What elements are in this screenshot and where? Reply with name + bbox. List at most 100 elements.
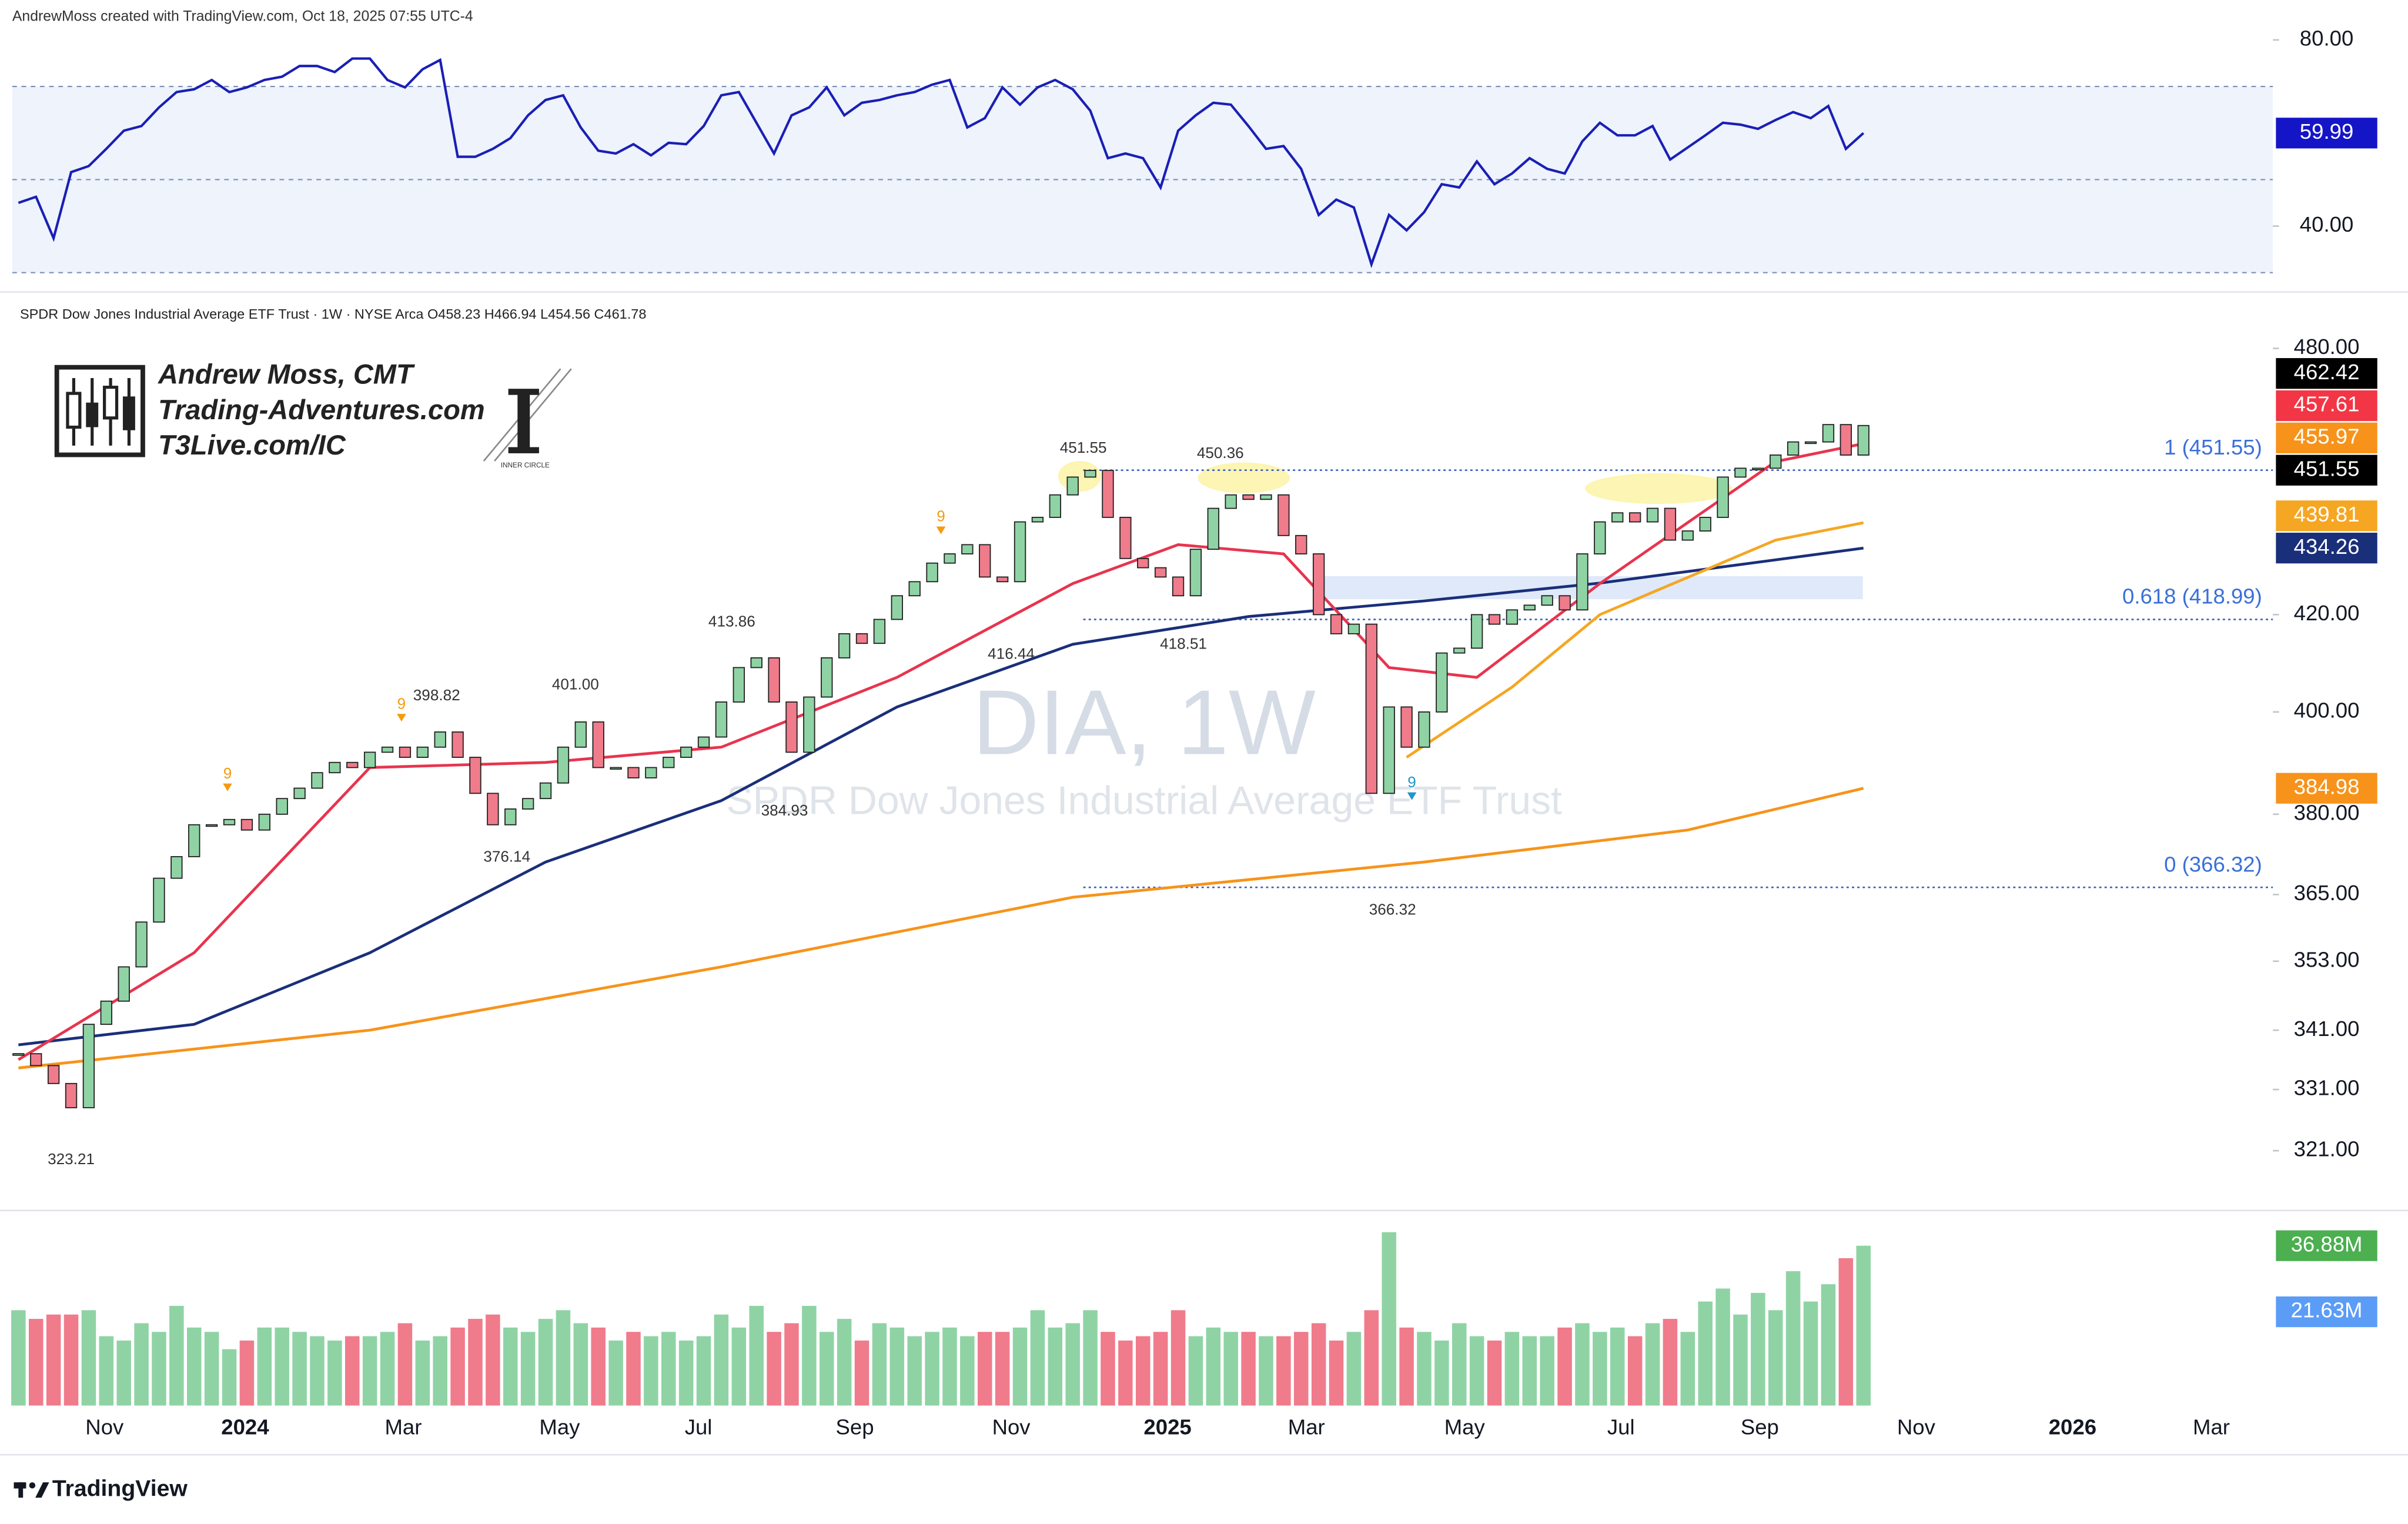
candle xyxy=(680,746,693,758)
candle xyxy=(1857,425,1869,456)
price-label-bg xyxy=(2276,358,2377,389)
candle xyxy=(293,787,306,800)
candle xyxy=(1119,517,1132,559)
td-count: 9 xyxy=(223,764,232,782)
candle xyxy=(1066,476,1079,496)
volume-bar xyxy=(1838,1258,1854,1406)
candle xyxy=(1277,494,1290,536)
volume-bar xyxy=(1399,1327,1414,1406)
volume-bar xyxy=(1575,1323,1590,1406)
volume-bar xyxy=(1382,1232,1396,1406)
candle xyxy=(223,818,236,825)
price-annotation: 323.21 xyxy=(48,1150,95,1168)
price-annotation: 366.32 xyxy=(1369,900,1416,918)
volume-bar xyxy=(1346,1332,1362,1406)
volume-bar xyxy=(99,1336,114,1406)
candle xyxy=(1523,604,1536,611)
x-tick-label: May xyxy=(1444,1415,1486,1439)
candle xyxy=(627,767,640,778)
symbol-title: SPDR Dow Jones Industrial Average ETF Tr… xyxy=(20,306,646,322)
footer-brand: TradingView xyxy=(52,1476,188,1502)
fib-label: 0 (366.32) xyxy=(2164,852,2262,876)
volume-bar xyxy=(239,1340,255,1406)
candle xyxy=(697,736,710,748)
x-tick-label: Mar xyxy=(1288,1415,1325,1439)
candle xyxy=(1014,521,1026,583)
volume-bar xyxy=(573,1323,588,1406)
volume-bar xyxy=(1206,1327,1221,1406)
candle xyxy=(276,798,288,815)
candle xyxy=(1102,470,1114,518)
logo-candle xyxy=(122,396,135,430)
highlight xyxy=(1198,462,1290,493)
candle xyxy=(733,667,745,703)
badge: INNER CIRCLE xyxy=(501,462,550,469)
volume-bar xyxy=(820,1332,834,1406)
price-annotation: 416.44 xyxy=(988,644,1035,662)
candle xyxy=(1436,652,1448,713)
candle xyxy=(645,767,657,778)
logo-part xyxy=(29,1482,36,1489)
candle xyxy=(1400,706,1413,748)
volume-bar xyxy=(644,1336,658,1406)
volume-bar xyxy=(1557,1327,1572,1406)
candle xyxy=(926,562,938,583)
volume-bar xyxy=(1663,1319,1678,1406)
volume-bar xyxy=(1364,1310,1379,1406)
candle xyxy=(469,757,481,794)
candle xyxy=(521,798,534,810)
volume-bar xyxy=(678,1340,694,1406)
volume-bar xyxy=(397,1323,413,1406)
price-label-bg xyxy=(2276,773,2377,804)
candle xyxy=(118,966,130,1002)
volume-bar xyxy=(1434,1340,1449,1406)
price-label: 59.99 xyxy=(2300,119,2354,143)
candle xyxy=(100,1000,112,1025)
price-annotation: 450.36 xyxy=(1197,444,1244,462)
x-tick-label: Nov xyxy=(1897,1415,1936,1439)
candle xyxy=(873,619,886,644)
candle xyxy=(996,576,1009,583)
logo-bar xyxy=(517,392,530,450)
candle xyxy=(785,701,798,753)
price-annotation: 413.86 xyxy=(708,613,755,630)
x-tick-label: 2024 xyxy=(221,1415,269,1439)
x-tick-label: May xyxy=(539,1415,580,1439)
candle xyxy=(82,1024,95,1108)
candle xyxy=(1330,614,1343,634)
candle xyxy=(329,761,341,774)
candle xyxy=(1699,517,1711,532)
candle xyxy=(557,746,570,784)
volume-bar xyxy=(1627,1336,1643,1406)
volume-bar xyxy=(960,1336,975,1406)
candle xyxy=(1822,424,1835,443)
candle xyxy=(1576,553,1588,611)
moving-average xyxy=(18,787,1864,1070)
fib-label: 0.618 (418.99) xyxy=(2122,584,2262,609)
volume-bar xyxy=(1153,1332,1168,1406)
moving-average xyxy=(18,546,1864,1047)
volume-bar xyxy=(362,1336,377,1406)
candle xyxy=(1453,647,1466,654)
candle xyxy=(663,757,675,768)
candle xyxy=(1260,494,1272,500)
volume-bar xyxy=(81,1310,96,1406)
candle xyxy=(12,1053,25,1056)
candle xyxy=(979,544,991,578)
volume-bar xyxy=(1785,1271,1801,1406)
volume-bar xyxy=(1856,1245,1871,1406)
price-annotation: 376.14 xyxy=(483,848,530,865)
candle xyxy=(363,751,376,768)
candle xyxy=(838,633,851,659)
volume-bar xyxy=(1118,1340,1133,1406)
price-label-bg xyxy=(2276,118,2377,149)
candle xyxy=(908,581,921,597)
volume-bar xyxy=(626,1332,641,1406)
candle xyxy=(504,808,517,825)
price-label-bg xyxy=(2276,1230,2377,1261)
candle xyxy=(574,721,587,748)
x-tick-label: Jul xyxy=(685,1415,713,1439)
volume-bar xyxy=(749,1306,764,1406)
volume-bar xyxy=(1294,1332,1309,1406)
